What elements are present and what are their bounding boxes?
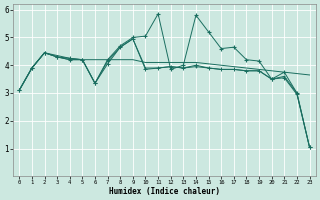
X-axis label: Humidex (Indice chaleur): Humidex (Indice chaleur) — [109, 187, 220, 196]
